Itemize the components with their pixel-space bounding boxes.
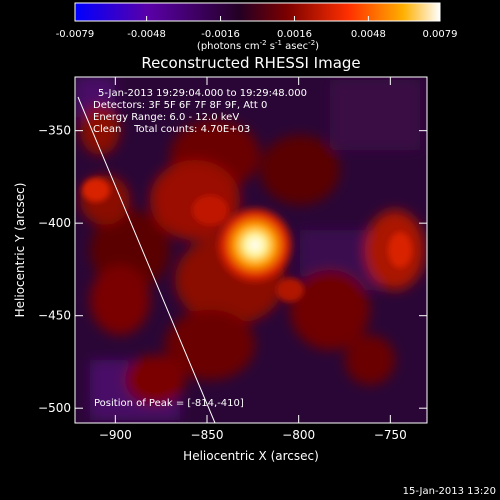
solar-limb-line xyxy=(77,96,216,423)
rhessi-image xyxy=(75,77,427,423)
x-axis-label: Heliocentric X (arcsec) xyxy=(183,449,319,463)
annotation-total-counts: Clean Total counts: 4.70E+03 xyxy=(93,124,250,135)
colorbar-units-label: (photons cm-2 s-1 asec-2) xyxy=(197,39,319,52)
colorbar xyxy=(74,2,441,22)
plot-title: Reconstructed RHESSI Image xyxy=(141,54,360,72)
x-tick-label: −750 xyxy=(374,428,407,442)
y-tick-label: −500 xyxy=(38,401,71,415)
colorbar-tick-label: 0.0079 xyxy=(423,29,458,40)
annotation-time-range: 5-Jan-2013 19:29:04.000 to 19:29:48.000 xyxy=(98,88,307,99)
y-axis-label: Heliocentric Y (arcsec) xyxy=(13,183,27,318)
x-axis-ticks: −900 −850 −800 −750 xyxy=(99,77,407,442)
colorbar-tick-label: 0.0048 xyxy=(351,29,386,40)
colorbar-ticks: -0.0079 -0.0048 -0.0016 0.0016 0.0048 0.0079 xyxy=(56,16,458,40)
annotation-energy-range: Energy Range: 6.0 - 12.0 keV xyxy=(93,112,239,123)
colorbar-tick-label: -0.0016 xyxy=(201,29,240,40)
y-axis-ticks: −350 −400 −450 −500 xyxy=(38,124,427,415)
peak-position-label: Position of Peak = [-814,-410] xyxy=(94,398,244,409)
y-tick-label: −400 xyxy=(38,216,71,230)
x-tick-label: −800 xyxy=(282,428,315,442)
plot-timestamp: 15-Jan-2013 13:20 xyxy=(403,486,496,497)
annotation-detectors: Detectors: 3F 5F 6F 7F 8F 9F, Att 0 xyxy=(93,100,267,111)
observation-annotation: 5-Jan-2013 19:29:04.000 to 19:29:48.000 … xyxy=(93,88,307,135)
x-tick-label: −900 xyxy=(99,428,132,442)
colorbar-tick-label: 0.0016 xyxy=(277,29,312,40)
y-tick-label: −450 xyxy=(38,309,71,323)
plot-frame xyxy=(74,76,428,424)
y-tick-label: −350 xyxy=(38,124,71,138)
colorbar-tick-label: -0.0048 xyxy=(127,29,166,40)
x-tick-label: −850 xyxy=(191,428,224,442)
colorbar-tick-label: -0.0079 xyxy=(56,29,95,40)
